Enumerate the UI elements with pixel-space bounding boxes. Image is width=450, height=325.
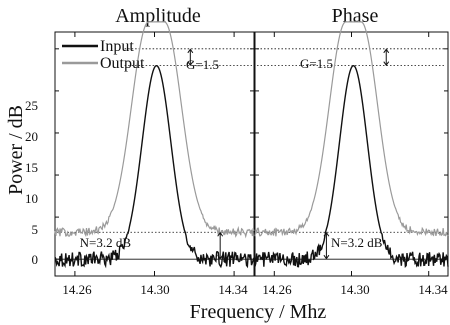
noise-arrowhead [217, 254, 224, 260]
gain-label-amplitude: G=1.5 [186, 57, 219, 72]
y-tick-label: 15 [25, 160, 38, 175]
x-tick-labels: 14.26 14.30 14.34 14.26 14.30 14.34 [62, 282, 448, 297]
noise-arrowhead [323, 231, 330, 237]
gain-arrowhead [383, 48, 390, 54]
noise-label-amplitude: N=3.2 dB [80, 235, 132, 250]
gain-arrowhead [383, 61, 390, 67]
y-axis-label: Power / dB [5, 105, 27, 195]
x-axis-label: Frequency / Mhz [190, 301, 327, 323]
y-tick-labels: 0 5 10 15 20 25 [25, 98, 38, 267]
series-line-input [54, 64, 255, 269]
noise-label-phase: N=3.2 dB [331, 235, 383, 250]
series-line-output [254, 21, 449, 237]
x-tick-label: 14.30 [340, 282, 369, 297]
y-tick-label: 20 [25, 129, 38, 144]
gain-arrowhead [187, 48, 194, 54]
x-tick-label: 14.34 [218, 282, 248, 297]
x-tick-label: 14.26 [62, 282, 92, 297]
panel-title-amplitude: Amplitude [115, 5, 201, 27]
x-tick-label: 14.30 [140, 282, 169, 297]
y-tick-label: 10 [25, 191, 38, 206]
legend: Input Output [62, 38, 145, 72]
y-tick-label: 0 [32, 252, 39, 267]
series-line-input [254, 64, 449, 269]
noise-arrowhead [323, 254, 330, 260]
noise-arrowhead [217, 231, 224, 237]
legend-label-input: Input [100, 38, 134, 55]
panel-title-phase: Phase [332, 5, 379, 27]
y-tick-label: 25 [25, 98, 38, 113]
x-tick-label: 14.34 [418, 282, 448, 297]
plot-content [54, 21, 449, 277]
gain-label-phase: G=1.5 [300, 56, 333, 71]
series-line-output [54, 21, 255, 239]
gain-arrowhead [187, 61, 194, 67]
y-tick-label: 5 [32, 222, 39, 237]
x-tick-label: 14.26 [262, 282, 292, 297]
legend-label-output: Output [100, 55, 145, 72]
